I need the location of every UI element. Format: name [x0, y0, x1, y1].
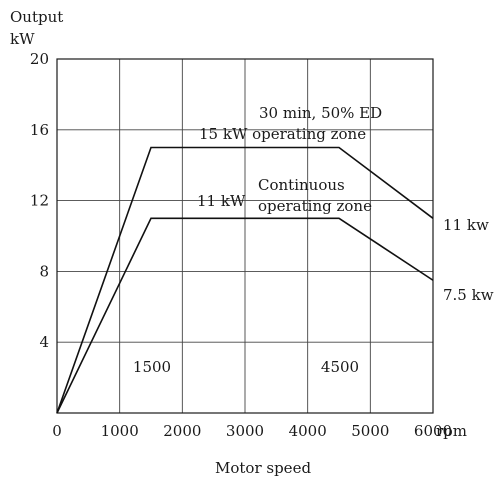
- x-tick-label: 1000: [101, 422, 139, 440]
- annotation-bottom-line1: Continuous: [258, 176, 345, 194]
- series-lines: [56, 146, 434, 414]
- x-tick-labels: 0 1000 2000 3000 4000 5000 6000: [52, 422, 452, 440]
- x-tick-label: 4000: [289, 422, 327, 440]
- y-tick-label: 16: [30, 121, 49, 139]
- annotation-top-line2: 15 kW operating zone: [199, 125, 366, 143]
- y-tick-label: 12: [30, 192, 49, 210]
- x-tick-label: 2000: [163, 422, 201, 440]
- x-tick-label: 6000: [414, 422, 452, 440]
- y-tick-label: 4: [39, 333, 49, 351]
- annotation-bottom-label: 11 kW: [197, 192, 246, 210]
- gridlines: [57, 59, 433, 413]
- series-end-label-lower: 7.5 kw: [443, 286, 494, 304]
- x-tick-label: 3000: [226, 422, 264, 440]
- x-tick-label: 5000: [351, 422, 389, 440]
- y-tick-label: 8: [39, 262, 49, 280]
- x-tick-label: 0: [52, 422, 62, 440]
- y-axis-unit: kW: [10, 30, 35, 48]
- speed-marker-labels: 1500 4500: [133, 358, 359, 376]
- series-line-upper: [56, 146, 434, 414]
- series-end-label-upper: 11 kw: [443, 216, 489, 234]
- y-tick-labels: 4 8 12 16 20: [30, 50, 49, 351]
- y-tick-label: 20: [30, 50, 49, 68]
- speed-marker-label: 1500: [133, 358, 171, 376]
- series-line-lower: [56, 217, 434, 414]
- annotation-top-line1: 30 min, 50% ED: [259, 104, 382, 122]
- x-axis-unit: rpm: [436, 422, 467, 440]
- annotation-bottom-line2: operating zone: [258, 197, 372, 215]
- x-axis-title: Motor speed: [215, 459, 311, 477]
- plot-frame: [56, 58, 434, 414]
- y-axis-title: Output: [10, 8, 63, 26]
- speed-marker-label: 4500: [321, 358, 359, 376]
